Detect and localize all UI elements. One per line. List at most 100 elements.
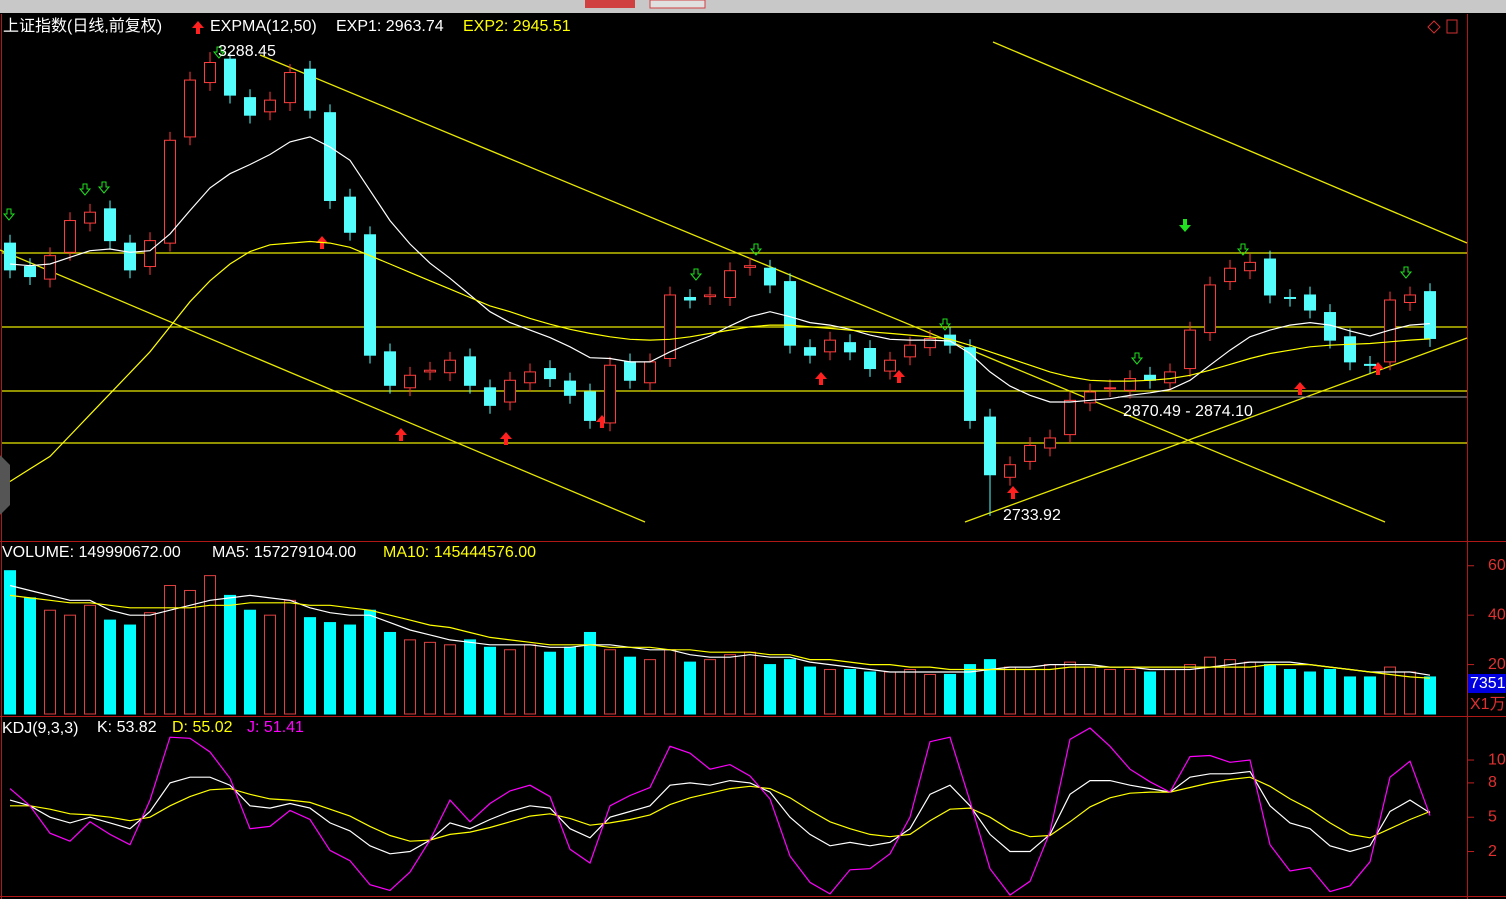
y-tick-label: 20	[1488, 656, 1506, 673]
volume-bar	[184, 589, 196, 715]
sell-arrow	[938, 318, 952, 331]
volume-bar	[1164, 669, 1176, 715]
panel-frames	[0, 14, 1506, 899]
volume-bar	[1244, 661, 1256, 715]
volume-bar	[44, 609, 56, 715]
candle-body	[784, 281, 796, 346]
candle-body	[4, 242, 16, 271]
candle-body	[64, 220, 76, 253]
indicator-label: EXPMA(12,50)	[210, 18, 317, 35]
signal-arrows	[2, 46, 1413, 499]
chart-title: 上证指数(日线,前复权)	[3, 17, 162, 35]
volume-bar	[1424, 676, 1436, 715]
volume-bar	[284, 599, 296, 715]
volume-bar	[324, 622, 336, 715]
buy-arrow	[893, 370, 905, 383]
candle-body	[1344, 336, 1356, 363]
volume-bar	[1144, 671, 1156, 715]
volume-bar	[444, 644, 456, 715]
y-tick-label: 5	[1488, 808, 1497, 825]
y-tick-label: 2	[1488, 843, 1497, 860]
candle-body	[444, 359, 456, 374]
volume-bar	[724, 654, 736, 715]
candle-body	[1224, 267, 1236, 283]
indicator-line	[10, 776, 1431, 842]
sell-arrow	[97, 181, 111, 194]
legend-entry: EXP2: 2945.51	[463, 18, 571, 35]
legend-entry: MA5: 157279104.00	[212, 544, 356, 561]
indicator-line	[9, 594, 1431, 679]
candle-body	[84, 211, 96, 224]
volume-bar	[124, 624, 136, 715]
candle-body	[984, 416, 996, 476]
candle-body	[624, 361, 636, 381]
volume-bar	[84, 604, 96, 715]
candle-body	[584, 391, 596, 421]
candle-body	[1424, 291, 1436, 339]
candle-body	[1244, 261, 1256, 272]
candle-body	[204, 62, 216, 84]
volume-bar	[904, 669, 916, 715]
volume-bar	[1184, 664, 1196, 715]
window-icon[interactable]	[1427, 20, 1441, 34]
volume-bar	[304, 617, 316, 715]
volume-bar	[564, 646, 576, 715]
current-value-box	[1468, 674, 1506, 693]
y-tick-label: 60	[1488, 557, 1506, 574]
volume-bar	[704, 659, 716, 715]
volume-bar	[824, 669, 836, 715]
candle-body	[1084, 391, 1096, 404]
candle-body	[1364, 363, 1376, 366]
sell-arrow	[1130, 352, 1144, 365]
sell-arrow	[1236, 243, 1250, 256]
volume-bar	[1064, 661, 1076, 715]
candle-body	[284, 72, 296, 104]
volume-bar	[644, 659, 656, 715]
candle-body	[644, 361, 656, 384]
sell-arrow	[2, 208, 16, 221]
indicator-line	[9, 584, 1431, 676]
candle-body	[844, 342, 856, 353]
volume-bar	[364, 609, 376, 715]
window-icon[interactable]	[1446, 19, 1458, 34]
candle-body	[804, 347, 816, 356]
trend-line	[964, 337, 1468, 523]
volume-bar	[884, 671, 896, 715]
volume-bar	[1084, 666, 1096, 715]
volume-bar	[164, 585, 176, 715]
volume-bar	[804, 666, 816, 715]
unit-label: X1万	[1470, 696, 1506, 713]
volume-bar	[1344, 676, 1356, 715]
candle-body	[44, 255, 56, 280]
annotation: 3288.45	[218, 43, 276, 60]
candle-body	[544, 368, 556, 380]
volume-bar	[1004, 666, 1016, 715]
candle-body	[424, 369, 436, 373]
volume-bar	[1264, 664, 1276, 715]
menu-tab[interactable]	[585, 0, 635, 8]
candle-body	[764, 267, 776, 286]
candle-body	[464, 356, 476, 386]
side-handle[interactable]	[0, 455, 10, 515]
candle-body	[904, 344, 916, 358]
volume-bar	[764, 664, 776, 715]
volume-bar	[684, 661, 696, 715]
menu-bar	[0, 0, 1506, 13]
candle-body	[1024, 445, 1036, 462]
candle-body	[124, 242, 136, 271]
menu-tab[interactable]	[649, 0, 706, 9]
volume-bar	[384, 631, 396, 715]
volume-bar	[1104, 669, 1116, 715]
current-value: 7351	[1470, 675, 1506, 692]
volume-bar	[964, 664, 976, 715]
volume-bar	[1204, 656, 1216, 715]
volume-bar	[64, 614, 76, 715]
sell-arrow	[689, 268, 703, 281]
candle-body	[224, 58, 236, 96]
legend-entry: J: 51.41	[247, 719, 304, 736]
candle-body	[524, 371, 536, 384]
candle-body	[664, 294, 676, 360]
volume-bar	[1024, 669, 1036, 715]
candle-body	[564, 380, 576, 396]
